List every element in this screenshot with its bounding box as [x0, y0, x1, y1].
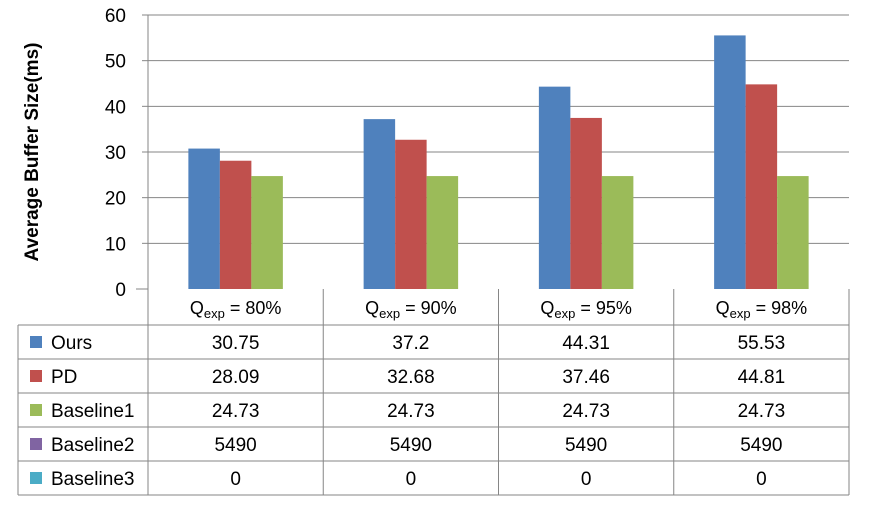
- bar-pd: [395, 139, 427, 289]
- category-label: Qexp = 98%: [716, 298, 808, 321]
- bar-pd: [219, 160, 252, 289]
- y-tick-label: 40: [105, 97, 126, 118]
- bar-baseline1: [251, 176, 283, 289]
- table-cell-value: 0: [581, 469, 592, 490]
- bar-ours: [714, 35, 746, 290]
- y-tick-label: 30: [105, 143, 126, 164]
- table-cell-value: 5490: [214, 435, 256, 456]
- bar-pd: [745, 84, 778, 289]
- bar-pd: [570, 117, 602, 289]
- data-table: Qexp = 80% Qexp = 90% Qexp = 95% Qexp = 98%…: [17, 289, 850, 496]
- table-cell-value: 55.53: [738, 333, 786, 354]
- legend-label: Baseline1: [51, 401, 134, 422]
- table-cell-value: 32.68: [387, 367, 435, 388]
- bar-layer: [188, 35, 809, 290]
- category-label: Qexp = 80%: [190, 298, 282, 321]
- bar-baseline1: [426, 176, 459, 289]
- y-tick-label: 20: [105, 189, 126, 210]
- bar-ours: [363, 119, 396, 290]
- table-cell-value: 24.73: [738, 401, 786, 422]
- bar-baseline1: [777, 176, 809, 289]
- bar-ours: [188, 148, 220, 289]
- table-cell-value: 28.09: [212, 367, 260, 388]
- table-cell-value: 5490: [390, 435, 432, 456]
- table-cell-value: 37.46: [562, 367, 610, 388]
- table-cell-value: 24.73: [212, 401, 260, 422]
- legend-key-baseline2: [30, 438, 42, 450]
- legend-label: PD: [51, 367, 77, 388]
- legend-label: Ours: [51, 333, 92, 354]
- y-tick-label: 60: [105, 6, 126, 27]
- table-cell-value: 44.31: [562, 333, 610, 354]
- legend-key-pd: [30, 370, 42, 382]
- table-cell-value: 24.73: [562, 401, 610, 422]
- category-label: Qexp = 95%: [540, 298, 632, 321]
- y-tick-label: 10: [105, 234, 126, 255]
- table-cell-value: 0: [230, 469, 241, 490]
- axis-layer: 0 10 20 30 40 50 60: [105, 6, 149, 301]
- bar-ours: [538, 86, 571, 289]
- y-tick-label: 50: [105, 52, 126, 73]
- category-label: Qexp = 90%: [365, 298, 457, 321]
- table-cell-value: 0: [406, 469, 417, 490]
- legend-key-baseline1: [30, 404, 42, 416]
- bar-baseline1: [601, 176, 634, 289]
- legend-label: Baseline2: [51, 435, 134, 456]
- legend-key-ours: [30, 336, 42, 348]
- table-cell-value: 0: [756, 469, 767, 490]
- legend-label: Baseline3: [51, 469, 134, 490]
- legend-key-baseline3: [30, 472, 42, 484]
- table-cell-value: 30.75: [212, 333, 260, 354]
- table-cell-value: 37.2: [392, 333, 429, 354]
- table-cell-value: 44.81: [738, 367, 786, 388]
- table-cell-value: 5490: [740, 435, 782, 456]
- table-cell-value: 5490: [565, 435, 607, 456]
- y-axis-title: Average Buffer Size(ms): [22, 43, 43, 262]
- table-cell-value: 24.73: [387, 401, 435, 422]
- y-tick-label: 0: [115, 280, 126, 301]
